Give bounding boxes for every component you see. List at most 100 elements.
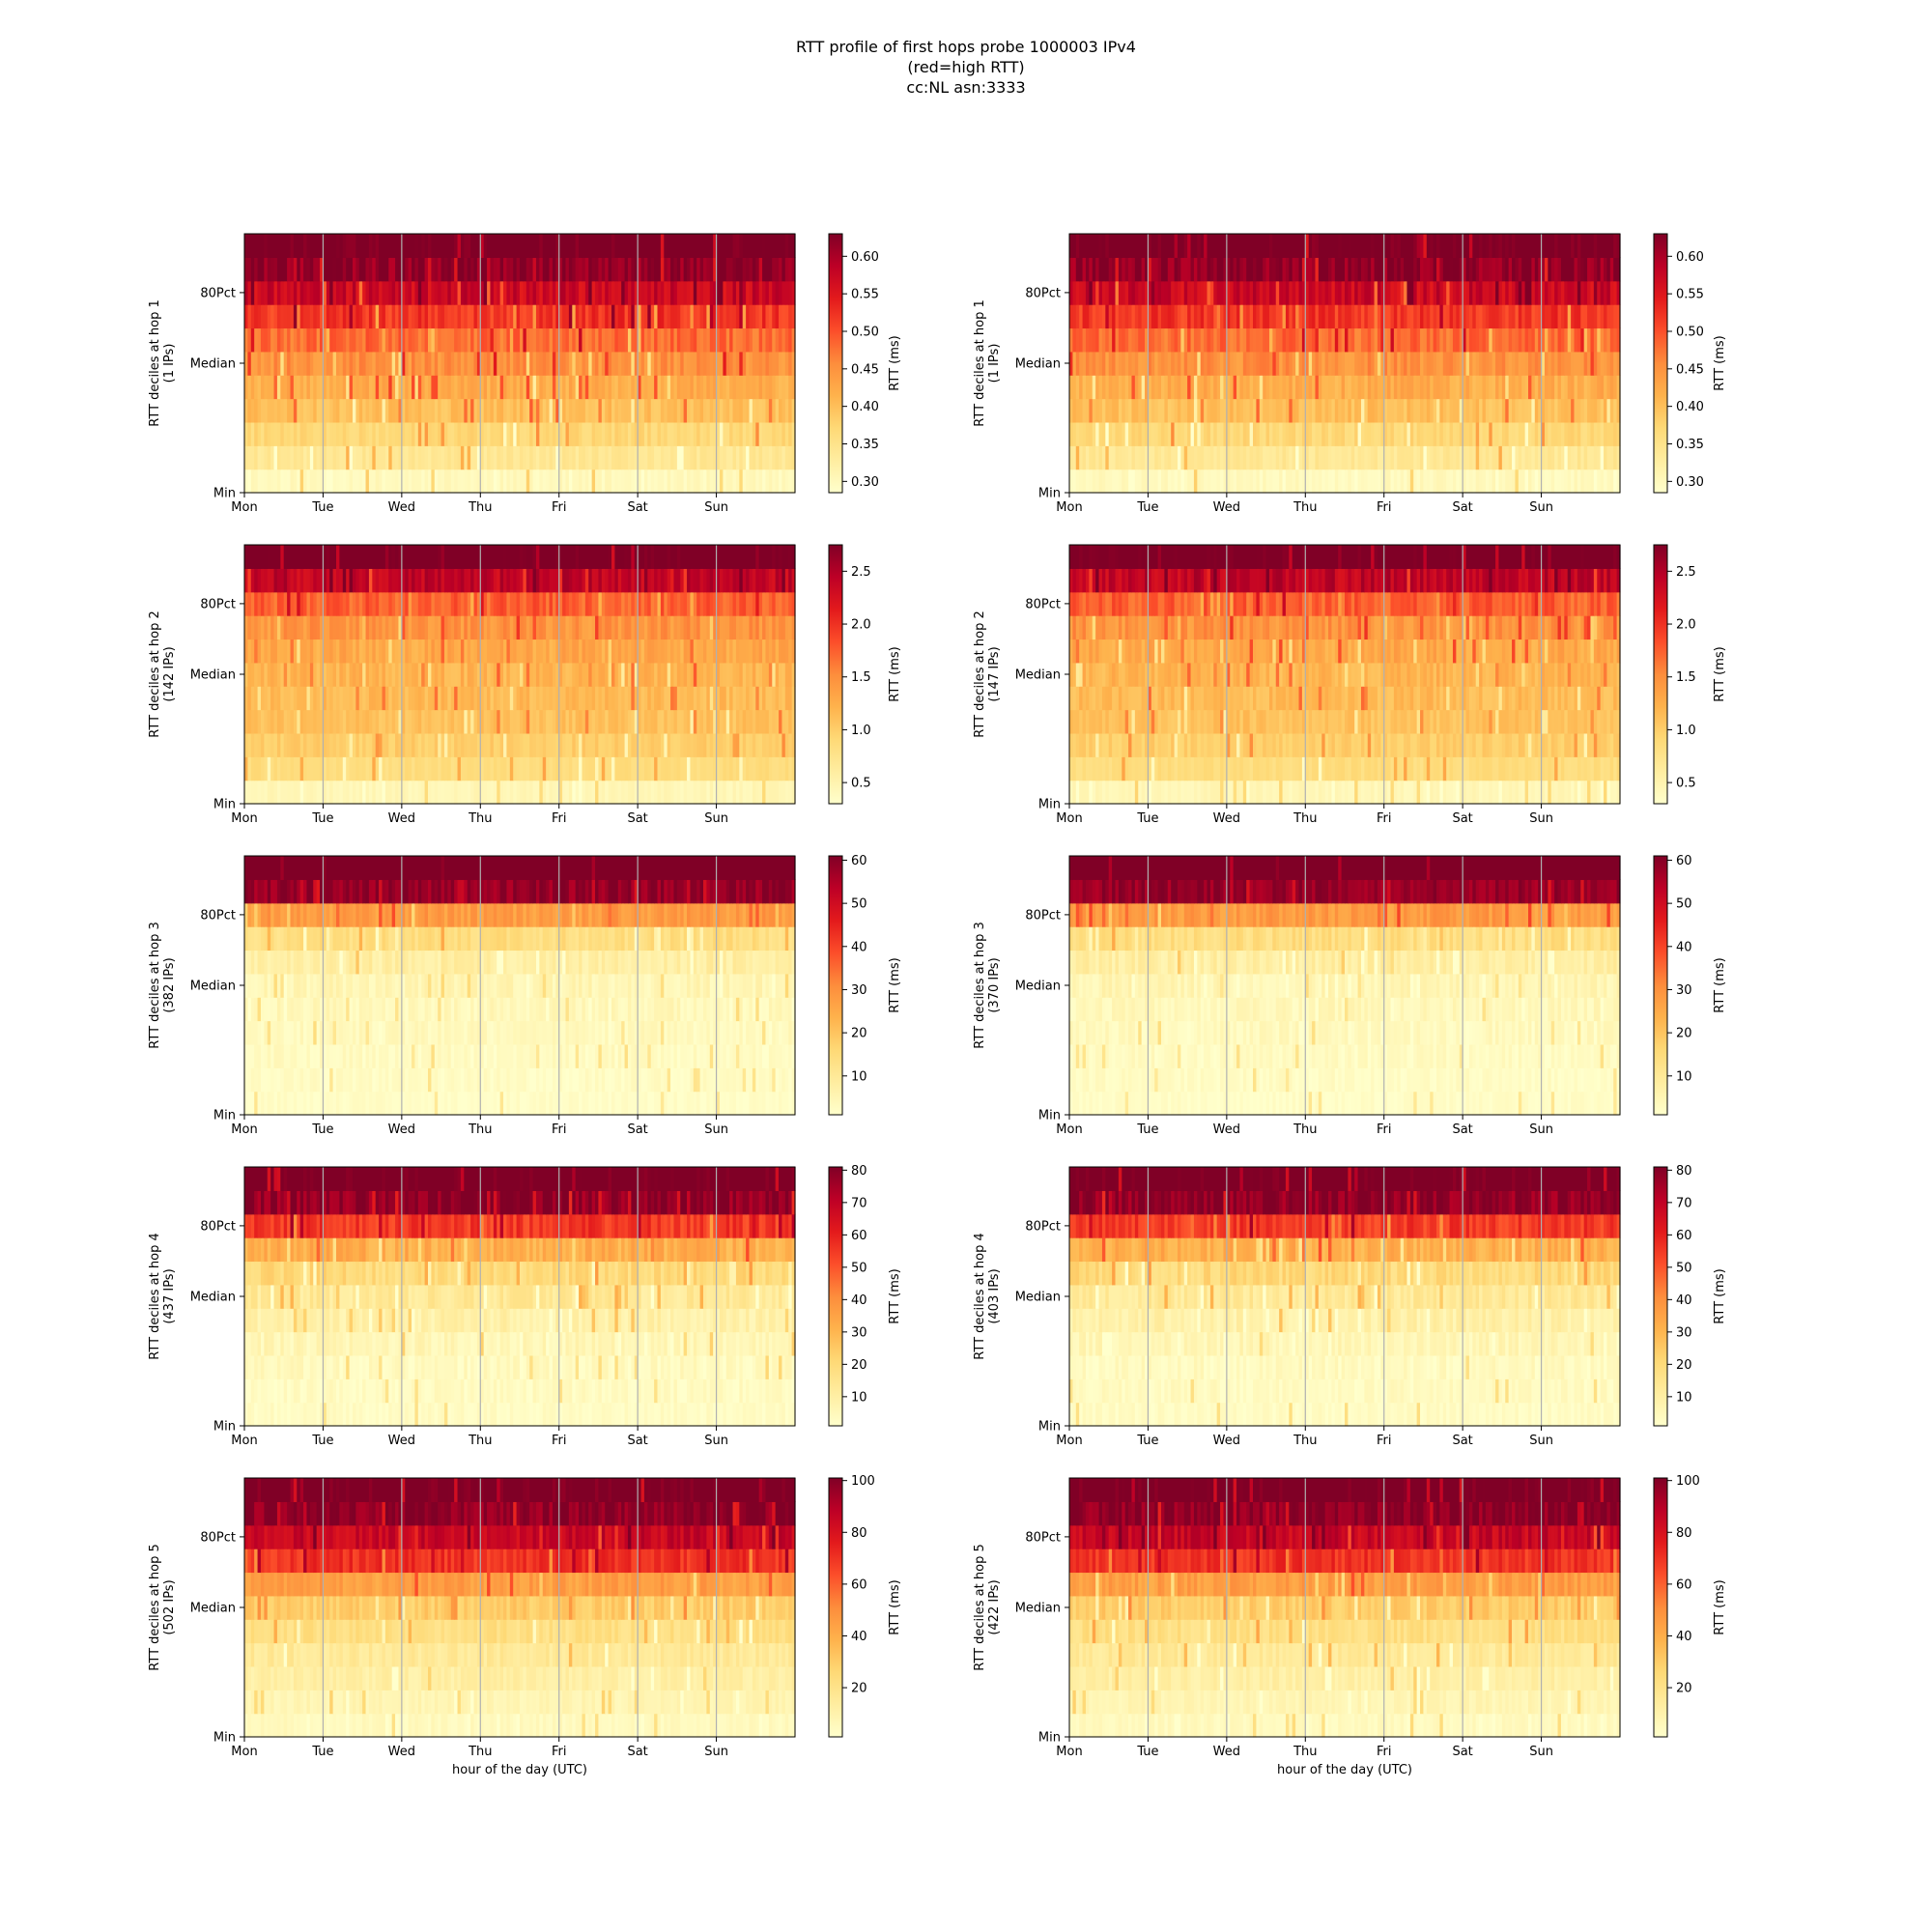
heatmap-cell [617,421,622,446]
heatmap-cell [1406,351,1411,376]
heatmap-cell [1253,280,1257,305]
heatmap-cell [1239,304,1244,329]
heatmap-cell [670,351,675,376]
heatmap-cell [1465,327,1470,353]
heatmap-cell [788,709,793,734]
heatmap-cell [664,257,668,282]
heatmap-cell [297,756,301,781]
heatmap-cell [483,469,488,494]
heatmap-cell [293,351,298,376]
heatmap-cell [313,351,318,376]
heatmap-cell [273,257,278,282]
heatmap-cell [1246,280,1251,305]
heatmap-cell [680,257,685,282]
heatmap-cell [428,398,432,423]
heatmap-cell [1423,304,1428,329]
heatmap-cell [611,304,615,329]
heatmap-cell [490,398,495,423]
heatmap-cell [1479,234,1484,258]
heatmap-cell [264,686,269,711]
heatmap-cell [1423,375,1428,400]
heatmap-cell [1387,234,1392,258]
heatmap-cell [431,304,436,329]
heatmap-cell [309,639,314,664]
heatmap-cell [752,234,756,258]
y-axis-label-line-2: (1 IPs) [162,344,177,384]
heatmap-cell [375,686,380,711]
heatmap-cell [657,709,662,734]
heatmap-cell [1108,327,1113,353]
heatmap-cell [680,780,685,805]
heatmap-cell [788,398,793,423]
heatmap-cell [293,780,298,805]
heatmap-cell [562,445,567,470]
heatmap-cell [1138,351,1143,376]
heatmap-cell [276,351,281,376]
heatmap-cell [1472,304,1477,329]
heatmap-cell [1548,445,1552,470]
y-axis-label-line-1: RTT deciles at hop 1 [973,299,987,426]
heatmap-cell [1249,280,1254,305]
heatmap-cell [595,304,600,329]
heatmap-cell [450,327,455,353]
heatmap-cell [1430,280,1435,305]
heatmap-cell [611,686,615,711]
heatmap-cell [565,756,570,781]
heatmap-cell [1390,280,1395,305]
heatmap-cell [670,445,675,470]
heatmap-cell [290,756,295,781]
heatmap-cell [1177,469,1181,494]
heatmap-cell [1416,327,1421,353]
heatmap-cell [1482,445,1487,470]
heatmap-cell [1298,398,1303,423]
heatmap-cell [329,304,334,329]
heatmap-cell [732,732,737,757]
heatmap-cell [1587,257,1592,282]
heatmap-cell [624,445,629,470]
heatmap-cell [676,234,681,258]
heatmap-cell [647,686,652,711]
heatmap-cell [408,709,412,734]
heatmap-cell [1275,327,1280,353]
heatmap-cell [784,780,789,805]
heatmap-cell [657,398,662,423]
heatmap-cell [326,421,330,446]
heatmap-cell [643,327,648,353]
heatmap-cell [473,686,478,711]
heatmap-cell [657,469,662,494]
heatmap-cell [1580,445,1585,470]
heatmap-cell [552,445,556,470]
heatmap-cell [784,304,789,329]
heatmap-cell [558,662,563,687]
heatmap-cell [735,421,740,446]
heatmap-cell [1122,327,1126,353]
heatmap-cell [273,304,278,329]
heatmap-cell [1295,280,1300,305]
heatmap-cell [417,662,422,687]
heatmap-cell [299,662,304,687]
heatmap-cell [1134,327,1139,353]
heatmap-cell [1115,351,1120,376]
heatmap-cell [267,234,271,258]
heatmap-cell [1442,351,1447,376]
heatmap-cell [480,304,485,329]
heatmap-cell [1436,398,1440,423]
heatmap-cell [582,780,586,805]
heatmap-cell [352,756,356,781]
heatmap-cell [1508,351,1513,376]
heatmap-cell [513,304,518,329]
heatmap-cell [1550,469,1555,494]
heatmap-cell [1377,280,1381,305]
heatmap-cell [1577,469,1581,494]
heatmap-cell [1593,327,1598,353]
heatmap-cell [352,398,356,423]
heatmap-cell [1580,304,1585,329]
heatmap-cell [388,327,393,353]
heatmap-cell [1524,304,1529,329]
heatmap-cell [791,304,796,329]
heatmap-cell [1377,469,1381,494]
heatmap-cell [1583,445,1588,470]
heatmap-cell [699,280,704,305]
heatmap-cell [362,327,367,353]
heatmap-cell [552,398,556,423]
